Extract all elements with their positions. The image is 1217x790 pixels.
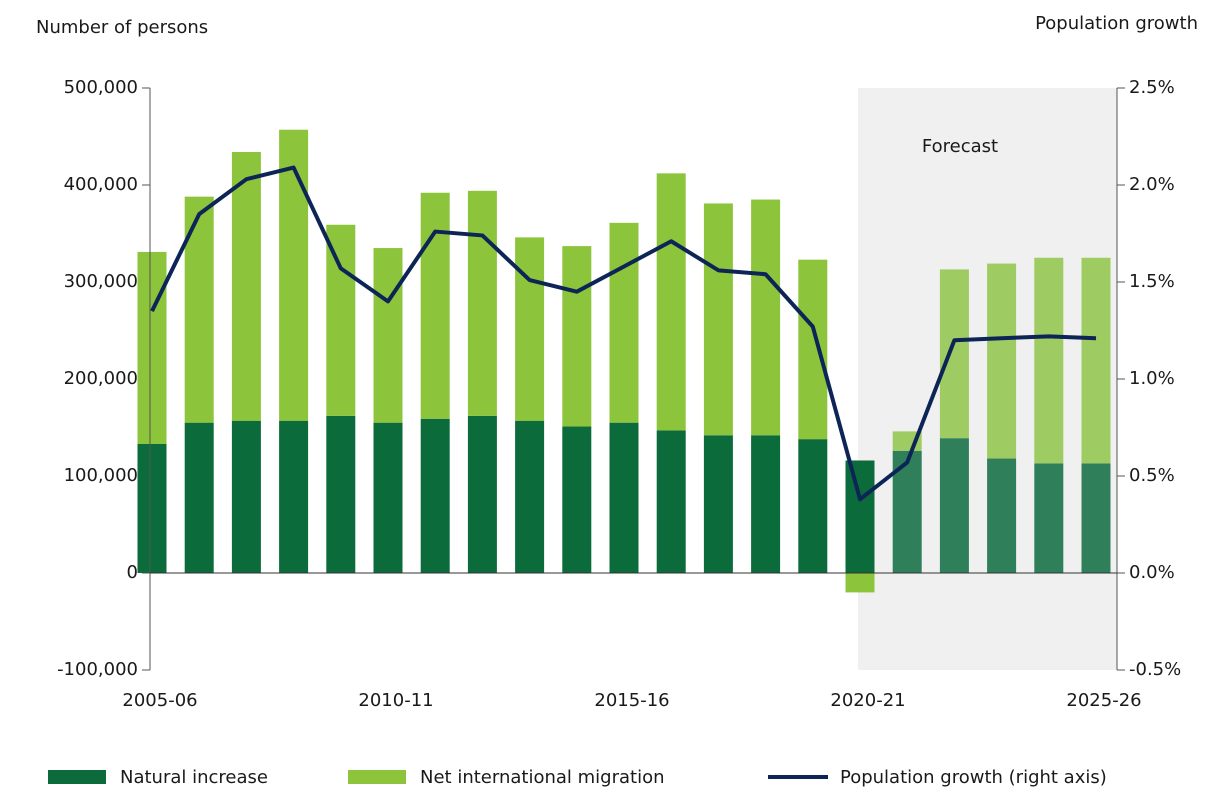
bar xyxy=(373,422,403,573)
bar xyxy=(279,420,309,573)
bar xyxy=(373,248,403,423)
y2-tick-label: 0.0% xyxy=(1129,562,1175,583)
bar xyxy=(987,458,1017,573)
x-tick-label: 2020-21 xyxy=(830,690,905,711)
bar xyxy=(515,237,545,421)
bar xyxy=(609,222,639,423)
bar xyxy=(231,152,261,421)
bar xyxy=(987,263,1017,459)
bar xyxy=(751,199,781,436)
y-tick-label: 0 xyxy=(127,562,138,583)
x-tick-label: 2005-06 xyxy=(122,690,197,711)
y-tick-label: 200,000 xyxy=(64,368,138,389)
bar xyxy=(1034,257,1064,464)
legend-label: Population growth (right axis) xyxy=(840,767,1107,788)
x-tick-label: 2015-16 xyxy=(594,690,669,711)
bar xyxy=(798,439,828,573)
x-tick-label: 2010-11 xyxy=(358,690,433,711)
bar xyxy=(1034,463,1064,573)
bar xyxy=(845,460,875,573)
bar xyxy=(420,192,450,419)
y-tick-label: 100,000 xyxy=(64,465,138,486)
bar xyxy=(279,129,309,421)
bar xyxy=(137,443,167,573)
y-axis-label: Number of persons xyxy=(36,17,208,38)
bar xyxy=(703,435,733,573)
y2-tick-label: 1.0% xyxy=(1129,368,1175,389)
bar xyxy=(562,246,592,427)
bar xyxy=(562,426,592,573)
bar xyxy=(467,415,497,573)
y2-tick-label: 2.0% xyxy=(1129,174,1175,195)
legend-swatch xyxy=(348,770,406,784)
bar xyxy=(1081,463,1111,573)
y2-tick-label: 1.5% xyxy=(1129,271,1175,292)
bar xyxy=(798,259,828,440)
bar xyxy=(656,173,686,431)
y-tick-label: 300,000 xyxy=(64,271,138,292)
bar xyxy=(609,422,639,573)
legend-label: Natural increase xyxy=(120,767,268,788)
legend-swatch xyxy=(48,770,106,784)
bar xyxy=(231,420,261,573)
bar xyxy=(420,418,450,573)
bar xyxy=(326,415,356,573)
bar xyxy=(326,224,356,416)
y2-tick-label: 0.5% xyxy=(1129,465,1175,486)
y-tick-label: 400,000 xyxy=(64,174,138,195)
legend-label: Net international migration xyxy=(420,767,665,788)
bar xyxy=(751,435,781,573)
bar xyxy=(137,251,167,444)
bar xyxy=(184,422,214,573)
bar xyxy=(1081,257,1111,464)
y2-tick-label: 2.5% xyxy=(1129,77,1175,98)
line-series xyxy=(150,165,1097,502)
x-tick-label: 2025-26 xyxy=(1066,690,1141,711)
forecast-label: Forecast xyxy=(922,136,998,157)
bar xyxy=(467,190,497,416)
bar xyxy=(515,420,545,573)
bar xyxy=(656,430,686,573)
y-tick-label: -100,000 xyxy=(57,659,138,680)
y2-tick-label: -0.5% xyxy=(1129,659,1181,680)
bar xyxy=(703,203,733,436)
y2-axis-label: Population growth xyxy=(1035,13,1198,34)
bar xyxy=(939,269,969,439)
bar xyxy=(939,438,969,573)
bar xyxy=(845,573,875,593)
y-tick-label: 500,000 xyxy=(64,77,138,98)
